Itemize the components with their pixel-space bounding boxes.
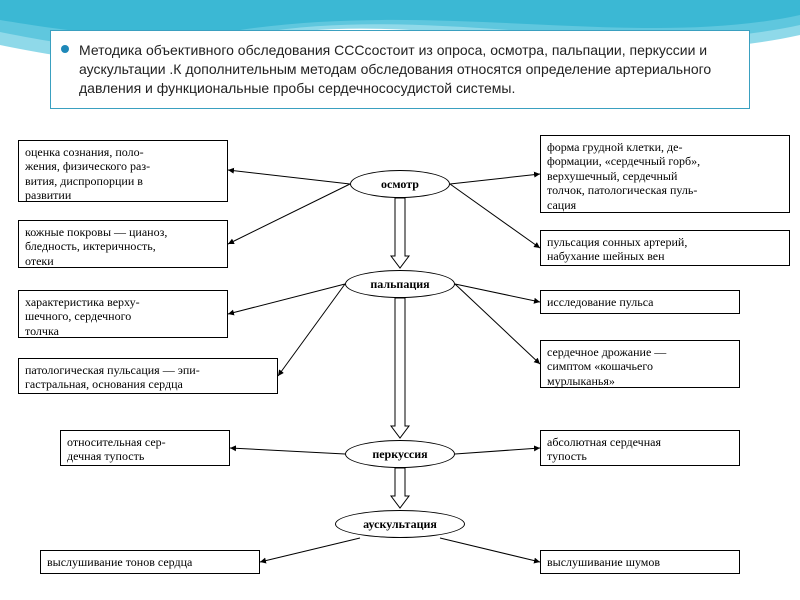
center-node-osmotr: осмотр [350,170,450,198]
side-node-r6: выслушивание шумов [540,550,740,574]
side-node-l4: патологическая пульсация — эпи- гастраль… [18,358,278,394]
header-text: Методика объективного обследования СССсо… [79,42,711,96]
side-node-l2: кожные покровы — цианоз, бледность, икте… [18,220,228,268]
side-node-r3: исследование пульса [540,290,740,314]
side-node-l6: выслушивание тонов сердца [40,550,260,574]
side-node-r5: абсолютная сердечная тупость [540,430,740,466]
side-node-r4: сердечное дрожание — симптом «кошачьего … [540,340,740,388]
side-node-r1: форма грудной клетки, де- формации, «сер… [540,135,790,213]
side-node-r2: пульсация сонных артерий, набухание шейн… [540,230,790,266]
side-node-l5: относительная сер- дечная тупость [60,430,230,466]
side-node-l3: характеристика верху- шечного, сердечног… [18,290,228,338]
side-node-l1: оценка сознания, поло- жения, физическог… [18,140,228,202]
center-node-perk: перкуссия [345,440,455,468]
flowchart: осмотр пальпация перкуссия аускультация оцен… [0,130,800,600]
header-text-box: Методика объективного обследования СССсо… [50,30,750,109]
bullet-icon [61,45,69,53]
center-node-ausk: аускультация [335,510,465,538]
center-node-palp: пальпация [345,270,455,298]
